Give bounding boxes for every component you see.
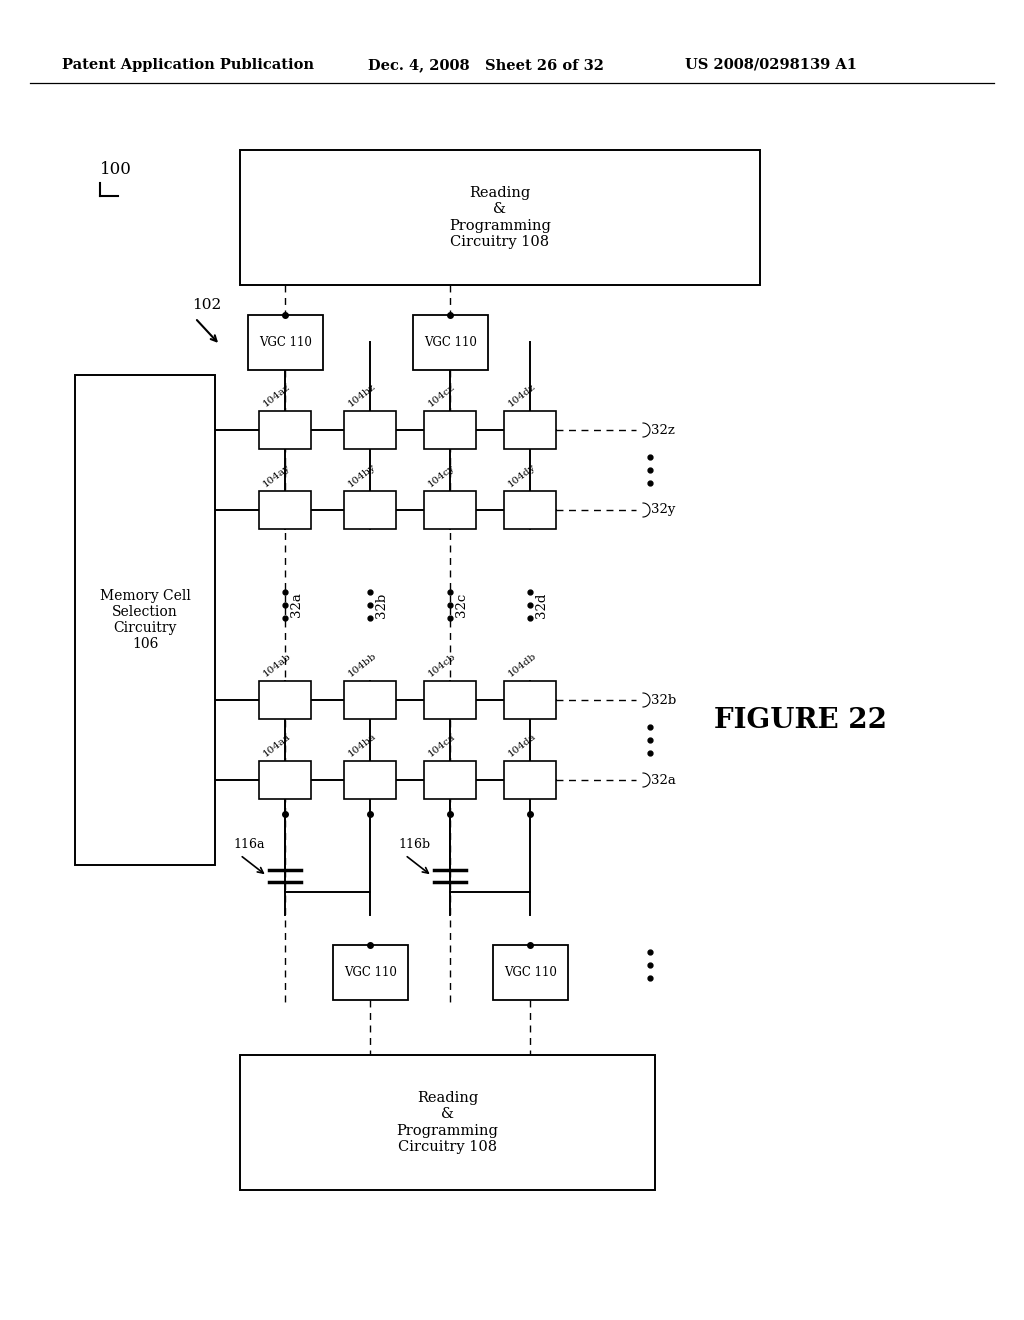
Text: 104db: 104db [506,652,538,678]
Text: Reading
&
Programming
Circuitry 108: Reading & Programming Circuitry 108 [450,186,551,248]
Bar [259,491,311,529]
Bar [424,411,476,449]
Bar [259,681,311,719]
Bar [344,411,396,449]
Text: 104ca: 104ca [426,733,457,759]
Text: 32a: 32a [290,593,303,618]
Bar [248,315,323,370]
Bar [344,681,396,719]
Text: 104dz: 104dz [506,383,537,409]
Bar [504,681,556,719]
Text: 116a: 116a [233,838,264,851]
Text: 104ba: 104ba [346,731,378,759]
Bar [504,762,556,799]
Bar [504,411,556,449]
Text: 104da: 104da [506,731,538,759]
Text: VGC 110: VGC 110 [504,966,557,979]
Text: 104bb: 104bb [346,651,378,678]
Text: 104cb: 104cb [426,652,457,678]
Bar [424,762,476,799]
Text: 116b: 116b [398,838,430,851]
Bar [259,762,311,799]
Text: VGC 110: VGC 110 [424,337,477,348]
Text: 100: 100 [100,161,132,178]
Bar [504,491,556,529]
Bar [259,411,311,449]
Text: 102: 102 [193,298,221,312]
Text: 104aa: 104aa [261,733,292,759]
Text: Patent Application Publication: Patent Application Publication [62,58,314,73]
Text: US 2008/0298139 A1: US 2008/0298139 A1 [685,58,857,73]
Bar [493,945,568,1001]
Text: 32z: 32z [651,424,675,437]
Text: 32c: 32c [455,593,468,618]
Text: 104dy: 104dy [506,462,537,488]
Bar [240,1055,655,1191]
Text: 32b: 32b [651,693,676,706]
Text: 104az: 104az [261,383,292,409]
Text: Memory Cell
Selection
Circuitry
106: Memory Cell Selection Circuitry 106 [99,589,190,651]
Text: 32d: 32d [535,593,548,618]
Text: 32b: 32b [375,593,388,618]
Text: 32y: 32y [651,503,676,516]
Bar [75,375,215,865]
Bar [424,491,476,529]
Text: 104bz: 104bz [346,381,377,409]
Text: 104cy: 104cy [426,462,457,488]
Text: 32a: 32a [651,774,676,787]
Bar [344,762,396,799]
Text: 104ay: 104ay [261,462,292,488]
Bar [240,150,760,285]
Bar [424,681,476,719]
Text: Dec. 4, 2008   Sheet 26 of 32: Dec. 4, 2008 Sheet 26 of 32 [368,58,604,73]
Bar [413,315,488,370]
Text: 104cz: 104cz [426,383,456,409]
Text: VGC 110: VGC 110 [259,337,312,348]
Text: 104ab: 104ab [261,652,292,678]
Text: VGC 110: VGC 110 [344,966,397,979]
Bar [333,945,408,1001]
Bar [344,491,396,529]
Text: FIGURE 22: FIGURE 22 [714,706,887,734]
Text: Reading
&
Programming
Circuitry 108: Reading & Programming Circuitry 108 [396,1092,499,1154]
Text: 104by: 104by [346,462,377,488]
